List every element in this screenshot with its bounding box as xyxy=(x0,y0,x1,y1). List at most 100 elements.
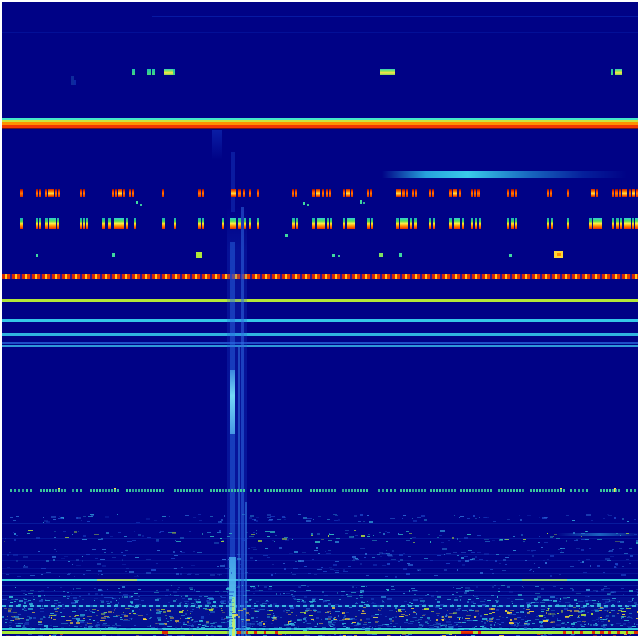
noise-speck xyxy=(182,598,185,600)
noise-speck xyxy=(562,596,568,599)
noise-speck xyxy=(177,589,179,591)
noise-speck xyxy=(633,628,638,630)
noise-speck xyxy=(188,587,194,590)
noise-speck xyxy=(355,637,356,638)
signal-dash xyxy=(222,218,224,229)
green-dot xyxy=(603,489,605,492)
noise-speck xyxy=(295,605,298,607)
noise-speck xyxy=(196,607,200,609)
green-dot xyxy=(551,489,553,492)
noise-speck xyxy=(581,560,584,563)
noise-speck xyxy=(338,615,340,618)
noise-speck xyxy=(301,552,306,554)
noise-speck xyxy=(109,628,113,630)
noise-speck xyxy=(16,575,21,577)
signal-dot xyxy=(303,202,305,205)
noise-speck xyxy=(94,593,98,596)
noise-speck xyxy=(335,540,339,543)
noise-speck xyxy=(235,519,238,521)
green-dot xyxy=(328,489,330,492)
noise-speck xyxy=(496,595,498,598)
noise-speck xyxy=(305,608,311,610)
noise-speck xyxy=(304,610,309,612)
noise-speck xyxy=(549,535,553,538)
noise-speck xyxy=(60,623,65,625)
noise-speck xyxy=(71,611,77,613)
noise-speck xyxy=(266,609,270,611)
signal-dash xyxy=(112,189,114,197)
noise-speck xyxy=(580,562,583,564)
noise-speck xyxy=(306,586,310,588)
noise-speck xyxy=(164,622,168,625)
noise-speck xyxy=(43,519,49,522)
noise-speck xyxy=(95,627,100,629)
noise-speck xyxy=(53,602,57,604)
signal-dash xyxy=(20,189,23,197)
noise-speck xyxy=(428,534,430,536)
noise-speck xyxy=(117,588,120,590)
noise-speck xyxy=(385,623,389,625)
noise-speck xyxy=(33,596,35,598)
signal-dash xyxy=(198,218,201,229)
noise-speck xyxy=(2,616,5,619)
noise-speck xyxy=(333,616,337,618)
noise-speck xyxy=(404,514,406,516)
noise-speck xyxy=(110,600,112,603)
noise-speck xyxy=(72,534,74,536)
noise-speck xyxy=(550,621,554,623)
noise-speck xyxy=(481,617,487,620)
noise-speck xyxy=(8,608,13,611)
noise-speck xyxy=(54,613,58,616)
noise-speck xyxy=(253,518,257,521)
noise-speck xyxy=(244,601,249,604)
noise-speck xyxy=(543,559,545,561)
signal-dash xyxy=(629,189,631,197)
green-dot xyxy=(606,489,608,492)
noise-speck xyxy=(248,599,253,601)
noise-speck xyxy=(372,556,376,558)
noise-speck xyxy=(55,551,58,553)
noise-speck xyxy=(246,635,251,636)
noise-speck xyxy=(559,574,561,576)
noise-speck xyxy=(231,612,233,614)
noise-speck xyxy=(423,638,424,639)
noise-speck xyxy=(293,568,299,570)
noise-speck xyxy=(518,621,521,623)
noise-speck xyxy=(266,614,272,616)
noise-speck xyxy=(190,605,195,607)
noise-speck xyxy=(180,596,182,598)
signal-dash xyxy=(477,189,480,197)
noise-speck xyxy=(136,635,139,636)
noise-speck xyxy=(76,615,78,617)
noise-speck xyxy=(323,595,328,597)
noise-speck xyxy=(383,532,386,535)
noise-speck xyxy=(174,555,178,557)
noise-speck xyxy=(88,608,91,611)
noise-speck xyxy=(417,517,422,519)
fading-streak xyxy=(212,130,222,160)
noise-speck xyxy=(302,628,308,631)
noise-speck xyxy=(111,625,115,627)
noise-speck xyxy=(114,622,117,625)
noise-speck xyxy=(128,596,132,599)
noise-speck xyxy=(453,551,458,553)
noise-speck xyxy=(143,637,147,639)
noise-speck xyxy=(243,607,247,610)
noise-speck xyxy=(550,613,555,616)
noise-speck xyxy=(7,566,11,568)
signal-dash xyxy=(237,631,241,634)
noise-speck xyxy=(346,596,352,598)
signal-dash xyxy=(461,631,473,634)
noise-speck xyxy=(274,627,279,629)
noise-speck xyxy=(111,628,114,630)
signal-dash xyxy=(624,218,631,229)
noise-speck xyxy=(45,599,47,601)
noise-speck xyxy=(333,636,334,637)
noise-speck xyxy=(372,535,374,537)
noise-speck xyxy=(334,520,338,522)
noise-speck xyxy=(124,637,128,639)
noise-speck xyxy=(540,614,545,616)
green-dot xyxy=(548,489,550,492)
noise-speck xyxy=(83,534,86,537)
noise-speck xyxy=(133,613,137,615)
